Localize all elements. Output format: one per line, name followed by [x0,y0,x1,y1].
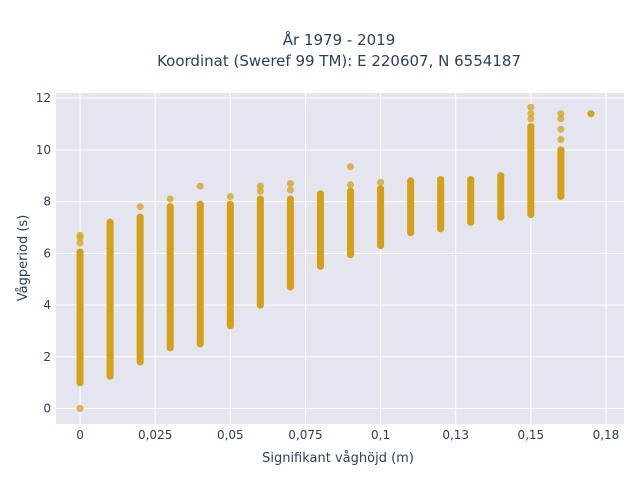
data-point [557,125,565,133]
data-point [467,176,475,184]
y-axis-ticks: 0 2 4 6 8 10 12 [36,91,51,415]
data-point [256,187,264,195]
data-point [286,195,294,203]
data-point [377,178,385,186]
data-point [467,218,475,226]
data-point [76,404,84,412]
data-point [166,344,174,352]
data-point [497,172,505,180]
x-tick-label: 0,075 [288,428,322,442]
data-point [76,248,84,256]
y-tick-label: 10 [36,143,51,157]
x-tick-label: 0 [76,428,84,442]
data-point [527,115,535,123]
grid-lines [56,93,624,424]
data-point [527,123,535,131]
data-point [437,225,445,233]
x-tick-label: 0,13 [442,428,469,442]
data-point [256,182,264,190]
data-point [286,283,294,291]
data-point [557,146,565,154]
data-points [76,103,595,412]
data-point [76,231,84,239]
data-point [587,110,595,118]
x-tick-label: 0,1 [371,428,390,442]
data-point [286,186,294,194]
data-point [256,301,264,309]
data-point [166,203,174,211]
chart-title: År 1979 - 2019 [283,30,396,49]
data-point [347,181,355,189]
data-point [136,213,144,221]
data-point [196,340,204,348]
x-axis-title: Signifikant våghöjd (m) [262,451,414,466]
data-point [106,218,114,226]
data-point [347,163,355,171]
data-point [557,192,565,200]
data-point [377,242,385,250]
data-point [196,200,204,208]
chart-subtitle: Koordinat (Sweref 99 TM): E 220607, N 65… [157,52,521,70]
data-point [527,211,535,219]
x-tick-label: 0,15 [517,428,544,442]
data-point [347,187,355,195]
y-tick-label: 12 [36,91,51,105]
data-point [76,239,84,247]
data-point [557,115,565,123]
data-point [106,372,114,380]
data-point [256,195,264,203]
y-tick-label: 2 [43,350,51,364]
data-point [557,136,565,144]
data-point [527,110,535,118]
y-axis-title: Vågperiod (s) [16,215,31,302]
y-tick-label: 0 [43,401,51,415]
data-point [286,180,294,188]
data-point [136,358,144,366]
data-point [136,203,144,211]
data-point [527,103,535,111]
x-axis-ticks: 0 0,025 0,05 0,075 0,1 0,13 0,15 0,18 [76,428,619,442]
data-point [226,322,234,330]
data-point [407,177,415,185]
data-point [226,192,234,200]
data-point [497,213,505,221]
y-tick-label: 6 [43,246,51,260]
data-point [377,185,385,193]
data-point [347,251,355,259]
data-point [76,379,84,387]
data-point [166,195,174,203]
data-point [316,190,324,198]
x-tick-label: 0,05 [217,428,244,442]
y-tick-label: 4 [43,298,51,312]
y-tick-label: 8 [43,195,51,209]
x-tick-label: 0,18 [593,428,620,442]
data-point [407,229,415,237]
data-point [226,200,234,208]
data-point [316,262,324,270]
x-tick-label: 0,025 [138,428,172,442]
data-point [437,176,445,184]
data-point [557,110,565,118]
data-point [196,182,204,190]
